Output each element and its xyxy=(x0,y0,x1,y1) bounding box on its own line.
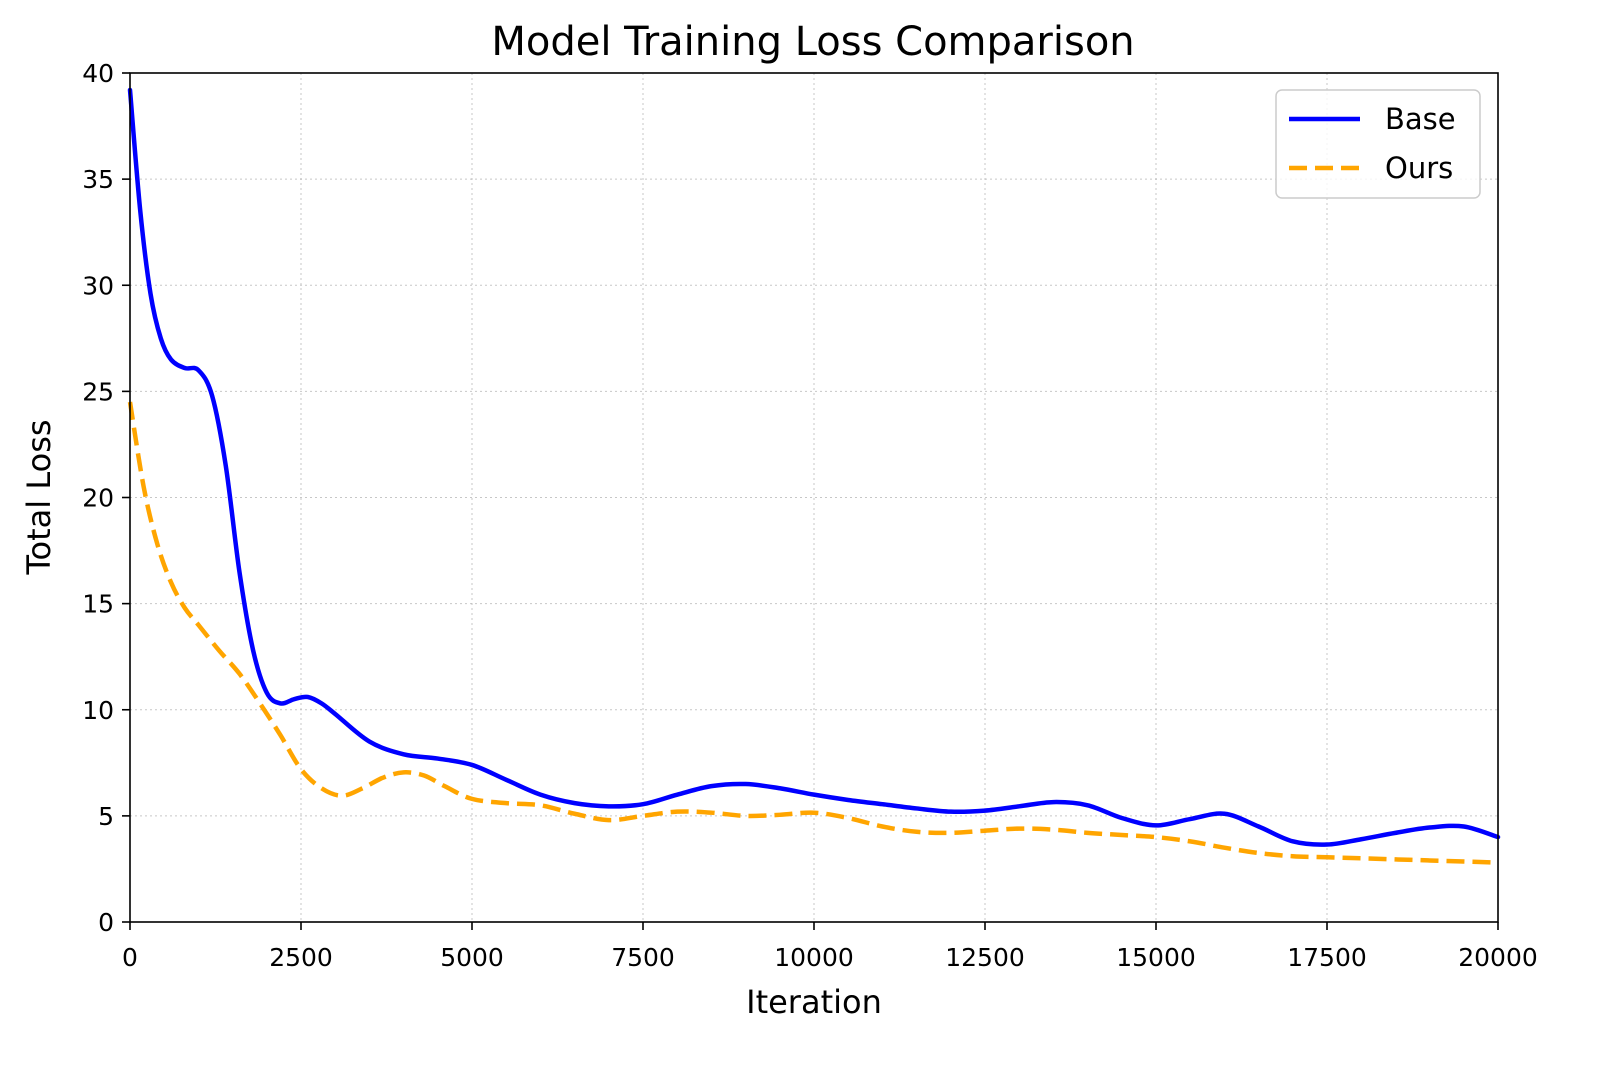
x-axis-ticks: 0 2500 5000 7500 10000 12500 15000 17500 20000 xyxy=(122,922,1538,972)
x-tick-label: 0 xyxy=(122,943,138,972)
x-tick-label: 15000 xyxy=(1116,943,1196,972)
series-line-ours xyxy=(127,401,1499,865)
x-tick-label: 17500 xyxy=(1287,943,1367,972)
x-tick-label: 5000 xyxy=(440,943,504,972)
y-tick-label: 35 xyxy=(82,165,114,194)
x-tick-label: 10000 xyxy=(774,943,854,972)
y-tick-label: 5 xyxy=(98,802,114,831)
y-axis-label: Total Loss xyxy=(20,419,58,575)
y-axis-ticks: 0 5 10 15 20 25 30 35 40 xyxy=(82,59,130,937)
y-tick-label: 30 xyxy=(82,271,114,300)
y-tick-label: 0 xyxy=(98,908,114,937)
series-line-base xyxy=(127,87,1501,847)
x-tick-label: 2500 xyxy=(269,943,333,972)
y-tick-label: 20 xyxy=(82,484,114,513)
x-tick-label: 7500 xyxy=(611,943,675,972)
y-tick-label: 15 xyxy=(82,590,114,619)
legend-label-ours: Ours xyxy=(1385,151,1453,185)
y-tick-label: 40 xyxy=(82,59,114,88)
series-lines xyxy=(127,87,1501,865)
chart-title: Model Training Loss Comparison xyxy=(491,19,1134,65)
x-tick-label: 20000 xyxy=(1458,943,1538,972)
x-axis-label: Iteration xyxy=(746,983,882,1021)
y-tick-label: 10 xyxy=(82,696,114,725)
y-tick-label: 25 xyxy=(82,377,114,406)
legend: Base Ours xyxy=(1275,89,1481,199)
x-tick-label: 12500 xyxy=(945,943,1025,972)
legend-label-base: Base xyxy=(1385,102,1456,136)
